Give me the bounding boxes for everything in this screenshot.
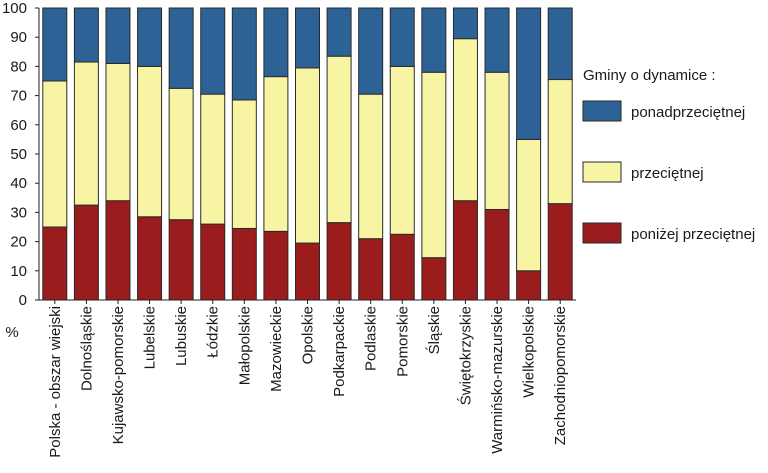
legend: Gminy o dynamice : ponadprzeciętnej przec… (582, 67, 755, 244)
x-tick-label: Kujawsko-pomorskie (110, 306, 127, 444)
bar-segment-below (105, 200, 131, 301)
bar-segment-above (358, 7, 384, 95)
bar-segment-average (42, 80, 68, 228)
bars (42, 7, 573, 301)
x-tick-label: Mazowieckie (268, 306, 285, 392)
bar-segment-average (516, 138, 542, 272)
bar-segment-below (358, 238, 384, 301)
bar-segment-average (231, 99, 257, 229)
bar-segment-below (484, 208, 510, 301)
bar-segment-below (389, 233, 415, 301)
bar-segment-below (42, 226, 68, 301)
bar-segment-average (137, 65, 163, 218)
y-tick-label: 20 (10, 234, 27, 251)
bar-segment-below (137, 216, 163, 301)
x-tick-label: Warmińsko-mazurskie (489, 306, 506, 454)
legend-label: przeciętnej (631, 165, 704, 182)
x-axis: Polska - obszar wiejski Dolnośląskie Kujaw… (39, 299, 576, 458)
bar-segment-above (484, 7, 510, 73)
y-axis: 0 10 20 30 40 50 60 70 80 90 100 (2, 0, 40, 309)
bar-segment-above (389, 7, 415, 67)
x-tick-label: Śląskie (425, 306, 443, 354)
legend-swatch (582, 100, 622, 122)
y-tick-label: 80 (10, 58, 27, 75)
bar-segment-average (389, 65, 415, 235)
bar-segment-average (105, 62, 131, 202)
bar-segment-average (358, 93, 384, 240)
bar-segment-average (295, 67, 320, 244)
bar-segment-below (73, 204, 99, 301)
bar-segment-above (516, 7, 542, 140)
bar-segment-average (452, 38, 478, 202)
x-tick-label: Wielkopolskie (521, 306, 538, 398)
bar-segment-below (326, 222, 352, 301)
bar-segment-below (547, 203, 573, 301)
y-tick-label: 40 (10, 175, 27, 192)
bar-segment-above (42, 7, 68, 82)
legend-swatch (582, 222, 622, 244)
x-tick-label: Opolskie (300, 306, 317, 364)
x-tick-label: Łódzkie (205, 306, 222, 358)
bar-segment-below (231, 227, 257, 301)
y-unit-label: % (5, 324, 18, 341)
bar-segment-above (231, 7, 257, 101)
bar-segment-below (168, 219, 194, 301)
bar-segment-average (200, 93, 226, 225)
bar-segment-above (547, 7, 573, 81)
bar-segment-above (452, 7, 478, 40)
bar-segment-above (295, 7, 320, 69)
y-tick-label: 100 (2, 0, 27, 17)
x-tick-label: Zachodniopomorskie (552, 306, 569, 445)
bar-segment-average (73, 61, 99, 206)
legend-title: Gminy o dynamice : (583, 67, 716, 84)
bar-segment-above (137, 7, 163, 67)
bar-segment-average (421, 71, 447, 259)
bar-segment-above (105, 7, 131, 64)
x-tick-label: Podlaskie (363, 306, 380, 371)
legend-swatch (582, 161, 622, 183)
x-tick-label: Dolnośląskie (78, 306, 95, 391)
bar-segment-above (263, 7, 289, 78)
y-tick-label: 70 (10, 88, 27, 105)
bar-segment-above (168, 7, 194, 89)
bar-segment-below (263, 230, 289, 301)
x-tick-label: Podkarpackie (331, 306, 348, 397)
bar-segment-below (516, 270, 542, 301)
bar-segment-average (547, 79, 573, 205)
bar-segment-above (200, 7, 226, 95)
x-tick-label: Lubuskie (173, 306, 190, 366)
x-tick-label: Świętokrzyskie (456, 306, 474, 405)
bar-segment-average (168, 87, 194, 221)
y-tick-label: 60 (10, 117, 27, 134)
bar-segment-below (295, 242, 320, 301)
y-tick-label: 30 (10, 204, 27, 221)
bar-segment-above (73, 7, 99, 63)
x-tick-label: Lubelskie (142, 306, 159, 369)
legend-label: ponadprzeciętnej (631, 104, 745, 121)
bar-segment-below (421, 257, 447, 301)
bar-segment-average (484, 71, 510, 210)
bar-segment-below (200, 223, 226, 301)
y-tick-label: 0 (19, 292, 27, 309)
bar-segment-average (326, 55, 352, 224)
y-tick-label: 90 (10, 29, 27, 46)
bar-segment-below (452, 200, 478, 301)
legend-label: poniżej przeciętnej (631, 226, 755, 243)
x-tick-label: Pomorskie (394, 306, 411, 377)
bar-segment-above (421, 7, 447, 73)
bar-segment-above (326, 7, 352, 57)
bar-segment-average (263, 76, 289, 232)
x-tick-label: Małopolskie (236, 306, 253, 385)
x-tick-label: Polska - obszar wiejski (47, 306, 64, 458)
y-tick-label: 50 (10, 146, 27, 163)
y-tick-label: 10 (10, 263, 27, 280)
